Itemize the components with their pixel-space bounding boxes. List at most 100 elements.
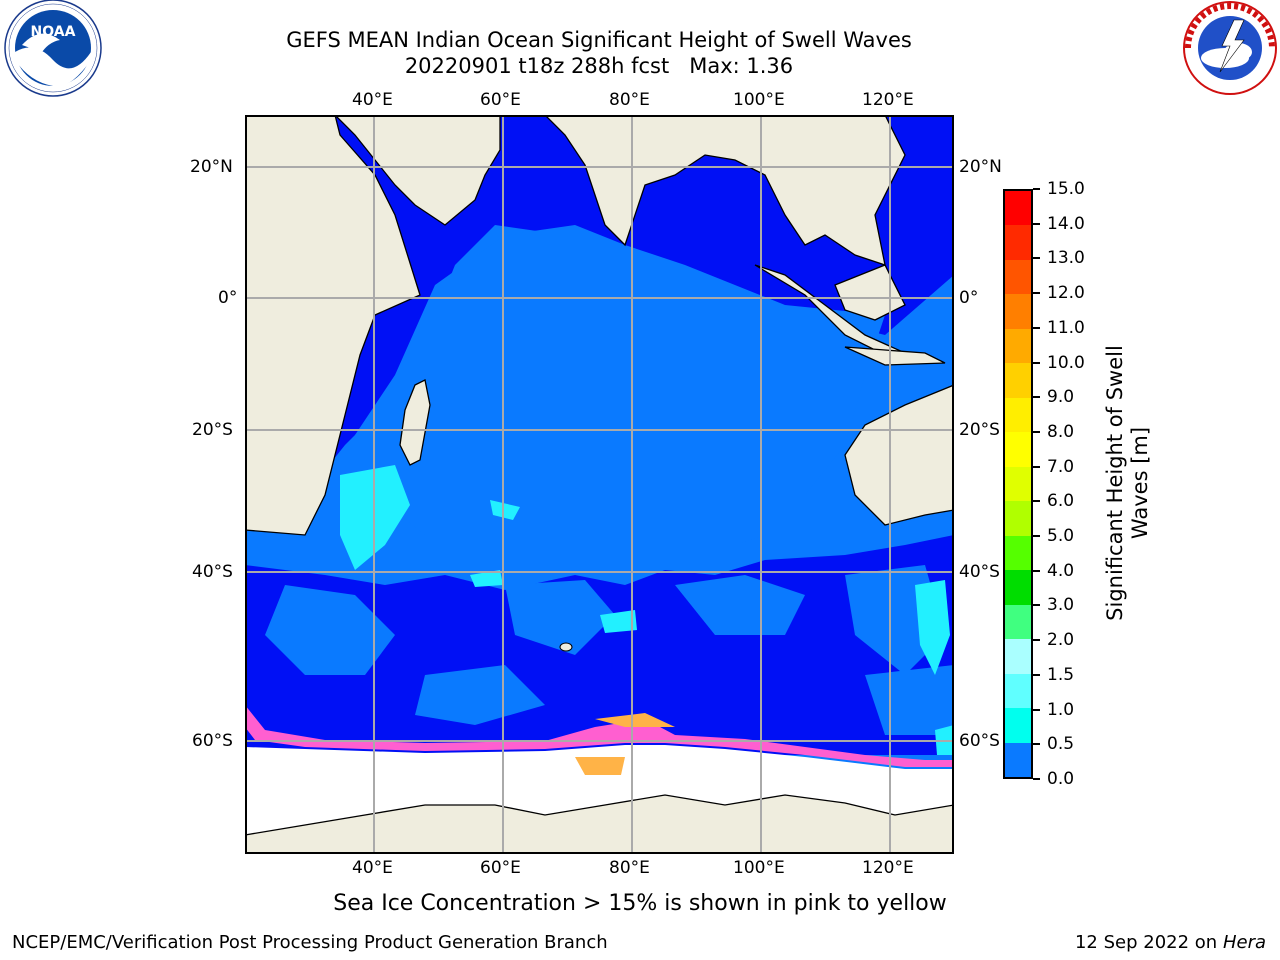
colorbar-segment: [1005, 604, 1031, 640]
colorbar-tick-label: 10.0: [1047, 352, 1085, 373]
lat-tick-left-5: 60°S: [192, 731, 233, 751]
colorbar-tick-mark: [1033, 778, 1040, 780]
colorbar-segment: [1005, 570, 1031, 606]
ocean-dark-north: [245, 115, 954, 525]
lon-tick-bottom-3: 80°E: [609, 858, 650, 878]
land-antarctica: [244, 794, 955, 855]
colorbar-tick-mark: [1033, 569, 1040, 572]
land-madagascar: [399, 379, 431, 466]
colorbar-tick-label: 7.0: [1047, 456, 1075, 477]
colorbar-segment: [1005, 432, 1031, 468]
sea-ice-pink: [245, 705, 954, 767]
colorbar-tick-label: 4.0: [1047, 560, 1075, 581]
colorbar-tick-label: 2.0: [1047, 630, 1075, 651]
land-asia: [245, 114, 906, 266]
colorbar-tick-label: 11.0: [1047, 317, 1085, 338]
colorbar-segment: [1005, 466, 1031, 502]
lon-tick-top-1: 40°E: [352, 90, 393, 110]
colorbar-tick-mark: [1033, 639, 1040, 642]
ocean-mid-central: [355, 225, 885, 565]
sea-ice-note: Sea Ice Concentration > 15% is shown in …: [333, 891, 947, 916]
colorbar-segment: [1005, 639, 1031, 675]
map-panel: [244, 114, 955, 855]
colorbar-tick-mark: [1033, 188, 1040, 190]
colorbar-tick-label: 13.0: [1047, 248, 1085, 269]
colorbar-segment: [1005, 328, 1031, 364]
colorbar-segment: [1005, 742, 1031, 778]
colorbar-segment: [1005, 397, 1031, 433]
colorbar-tick-label: 9.0: [1047, 387, 1075, 408]
map-frame: [245, 115, 954, 854]
footer-date-text: 12 Sep 2022 on: [1074, 932, 1218, 953]
lon-tick-bottom-1: 40°E: [352, 858, 393, 878]
colorbar-segment: [1005, 673, 1031, 709]
chart-title: GEFS MEAN Indian Ocean Significant Heigh…: [286, 28, 912, 52]
colorbar-segment: [1005, 535, 1031, 571]
lon-tick-bottom-5: 120°E: [862, 858, 914, 878]
footer-machine: Hera: [1222, 932, 1266, 953]
colorbar-tick-label: 12.0: [1047, 283, 1085, 304]
land-kerguelen: [559, 642, 573, 652]
lat-tick-right-2: 0°: [959, 288, 979, 308]
colorbar-tick-mark: [1033, 673, 1040, 676]
colorbar-ticks: 15.0 14.0 13.0 12.0 11.0 10.0 9.0 8.0 7.0 6.0 5.0 4…: [1033, 179, 1113, 789]
lat-tick-left-2: 0°: [218, 288, 238, 308]
colorbar-tick-mark: [1033, 361, 1040, 364]
colorbar-tick-label: 14.0: [1047, 213, 1085, 234]
land-java: [844, 346, 946, 366]
colorbar-label: Significant Height of Swell Waves [m]: [1103, 345, 1152, 621]
lon-tick-bottom-2: 60°E: [480, 858, 521, 878]
nws-logo: [1178, 0, 1280, 100]
lat-tick-right-1: 20°N: [959, 157, 1002, 177]
colorbar-tick-label: 0.5: [1047, 734, 1075, 755]
lon-tick-top-5: 120°E: [862, 90, 914, 110]
sea-ice-orange: [595, 713, 675, 727]
noaa-logo: NOAA: [0, 0, 110, 100]
colorbar-segment: [1005, 259, 1031, 295]
colorbar-tick-mark: [1033, 396, 1040, 399]
colorbar-tick-mark: [1033, 465, 1040, 468]
colorbar-segment: [1005, 708, 1031, 744]
lat-tick-left-1: 20°N: [190, 157, 233, 177]
colorbar-segment: [1005, 191, 1031, 226]
colorbar-tick-mark: [1033, 500, 1040, 503]
footer-date: 12 Sep 2022 on Hera: [1075, 932, 1266, 954]
colorbar-tick-label: 15.0: [1047, 179, 1085, 199]
colorbar-tick-label: 5.0: [1047, 526, 1075, 547]
colorbar-tick-label: 0.0: [1047, 769, 1075, 789]
colorbar: [1003, 189, 1033, 779]
graticule: [245, 115, 954, 854]
colorbar-tick-mark: [1033, 326, 1040, 329]
colorbar-tick-label: 3.0: [1047, 595, 1075, 616]
footer-branch: NCEP/EMC/Verification Post Processing Pr…: [12, 932, 608, 953]
colorbar-tick-label: 8.0: [1047, 421, 1075, 442]
colorbar-tick-mark: [1033, 604, 1040, 607]
colorbar-tick-label: 6.0: [1047, 491, 1075, 512]
lat-tick-left-3: 20°S: [192, 420, 233, 440]
colorbar-segment: [1005, 501, 1031, 537]
colorbar-tick-mark: [1033, 743, 1040, 746]
lat-tick-right-3: 20°S: [959, 420, 1000, 440]
lat-tick-right-4: 40°S: [959, 562, 1000, 582]
colorbar-tick-mark: [1033, 292, 1040, 295]
colorbar-tick-mark: [1033, 222, 1040, 225]
swell-height-map: [244, 114, 955, 855]
colorbar-tick-mark: [1033, 708, 1040, 711]
colorbar-segment: [1005, 225, 1031, 261]
colorbar-segment: [1005, 363, 1031, 399]
colorbar-tick-label: 1.5: [1047, 664, 1075, 685]
colorbar-tick-label: 1.0: [1047, 699, 1075, 720]
noaa-logo-text: NOAA: [31, 24, 76, 40]
colorbar-tick-mark: [1033, 535, 1040, 538]
chart-subtitle: 20220901 t18z 288h fcst Max: 1.36: [404, 54, 794, 78]
lon-tick-top-2: 60°E: [480, 90, 521, 110]
lat-tick-right-5: 60°S: [959, 731, 1000, 751]
lat-tick-left-4: 40°S: [192, 562, 233, 582]
colorbar-tick-mark: [1033, 430, 1040, 433]
colorbar-tick-mark: [1033, 257, 1040, 260]
lon-tick-top-3: 80°E: [609, 90, 650, 110]
land-australia: [844, 384, 955, 526]
lon-tick-top-4: 100°E: [733, 90, 785, 110]
lon-tick-bottom-4: 100°E: [733, 858, 785, 878]
colorbar-segment: [1005, 294, 1031, 330]
